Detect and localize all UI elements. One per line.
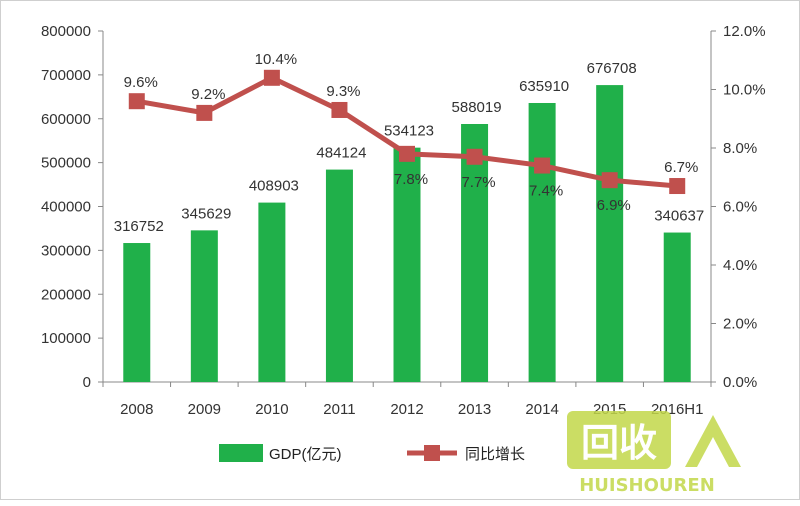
- bar: [393, 147, 421, 382]
- bar: [596, 85, 624, 383]
- left-tick-label: 600000: [41, 111, 91, 128]
- left-tick-label: 200000: [41, 286, 91, 303]
- line-data-label: 6.7%: [664, 159, 698, 176]
- line-marker: [399, 145, 415, 162]
- right-tick-label: 4.0%: [723, 257, 757, 274]
- bar-data-label: 340637: [654, 208, 704, 225]
- left-tick-label: 400000: [41, 199, 91, 216]
- right-tick-label: 0.0%: [723, 374, 757, 391]
- legend: GDP(亿元) 同比增长: [219, 444, 525, 463]
- line-data-label: 9.2%: [191, 86, 225, 103]
- bar-data-label: 534123: [384, 123, 434, 140]
- bar: [461, 124, 489, 383]
- bar-data-label: 316752: [114, 218, 164, 235]
- left-tick-label: 100000: [41, 330, 91, 347]
- line-marker: [466, 148, 483, 165]
- bar: [190, 230, 218, 382]
- line-marker: [263, 69, 280, 86]
- bar: [123, 243, 151, 382]
- line-marker: [331, 101, 348, 118]
- line-marker: [601, 172, 618, 189]
- x-tick-label: 2013: [458, 401, 491, 418]
- left-tick-label: 0: [83, 374, 91, 391]
- bar: [258, 202, 286, 382]
- bars-layer: [123, 85, 691, 383]
- axes-layer: 0 100000 200000 300000 400000 500000 600000 700…: [41, 23, 766, 418]
- bar: [325, 169, 353, 382]
- bar: [528, 102, 556, 383]
- line-marker: [196, 104, 213, 121]
- line-data-label: 6.9%: [597, 197, 631, 214]
- legend-line-label: 同比增长: [465, 446, 525, 463]
- x-tick-label: 2010: [255, 401, 288, 418]
- x-tick-label: 2009: [188, 401, 221, 418]
- line-data-label: 7.8%: [394, 171, 428, 188]
- line-data-label: 9.3%: [326, 83, 360, 100]
- labels-layer: 316752 345629 408903 484124 534123 588019 6359…: [114, 51, 705, 235]
- line-marker: [669, 178, 686, 195]
- bar-data-label: 635910: [519, 78, 569, 95]
- right-tick-label: 10.0%: [723, 82, 766, 99]
- legend-line-marker: [424, 445, 440, 461]
- legend-bar-label: GDP(亿元): [269, 446, 342, 463]
- right-tick-label: 2.0%: [723, 316, 757, 333]
- legend-bar-swatch: [219, 444, 263, 462]
- left-tick-label: 800000: [41, 23, 91, 40]
- watermark-a-glyph: [685, 415, 741, 467]
- x-tick-label: 2008: [120, 401, 153, 418]
- right-tick-label: 8.0%: [723, 140, 757, 157]
- bar-data-label: 408903: [249, 178, 299, 195]
- line-marker: [128, 93, 145, 110]
- bar-data-label: 345629: [181, 205, 231, 222]
- watermark-logo: 回收 HUISHOUREN: [567, 411, 741, 496]
- line-marker: [534, 157, 551, 174]
- bar-data-label: 484124: [316, 145, 366, 162]
- bar: [663, 232, 691, 382]
- watermark-main-text: 回收: [581, 421, 657, 465]
- line-data-label: 10.4%: [255, 51, 298, 68]
- x-tick-label: 2014: [525, 401, 558, 418]
- watermark-sub-text: HUISHOUREN: [579, 475, 715, 496]
- watermark-box: [567, 411, 671, 469]
- line-data-label: 9.6%: [124, 74, 158, 91]
- bar-data-label: 588019: [452, 99, 502, 116]
- left-tick-label: 500000: [41, 155, 91, 172]
- line-data-label: 7.4%: [529, 183, 563, 200]
- bar-data-label: 676708: [587, 60, 637, 77]
- line-data-label: 7.7%: [461, 174, 495, 191]
- line-layer: [128, 69, 686, 195]
- right-tick-label: 6.0%: [723, 199, 757, 216]
- right-tick-label: 12.0%: [723, 23, 766, 40]
- left-tick-label: 300000: [41, 242, 91, 259]
- left-tick-label: 700000: [41, 67, 91, 84]
- x-tick-label: 2011: [323, 401, 355, 418]
- x-tick-label: 2012: [390, 401, 423, 418]
